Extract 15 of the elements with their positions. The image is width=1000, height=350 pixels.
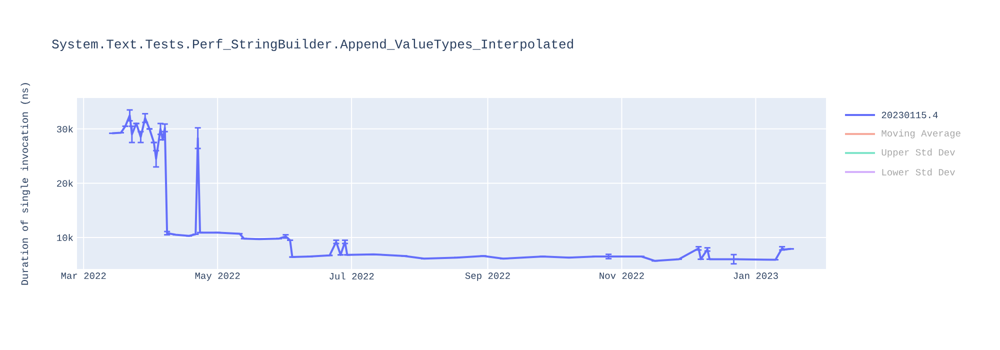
legend-label: Lower Std Dev [882,168,955,176]
y-axis-title: Duration of single invocation (ns) [20,83,30,285]
y-tick-label: 20k [57,180,74,187]
x-tick-label: Mar 2022 [61,272,106,279]
legend-label: Moving Average [882,130,960,138]
x-tick-label: Jul 2022 [330,272,374,280]
x-tick-label: Nov 2022 [600,272,644,279]
x-tick-label: Sep 2022 [465,272,510,281]
legend-label: 20230115.4 [882,112,938,118]
x-tick-label: May 2022 [195,272,240,281]
y-tick-label: 10k [57,234,74,241]
x-tick-label: Jan 2023 [734,272,778,279]
legend-label: Upper Std Dev [882,148,955,158]
y-tick-label: 30k [56,125,74,132]
chart-title: System.Text.Tests.Perf_StringBuilder.Append_ValueTypes_Interpolated [52,38,573,52]
